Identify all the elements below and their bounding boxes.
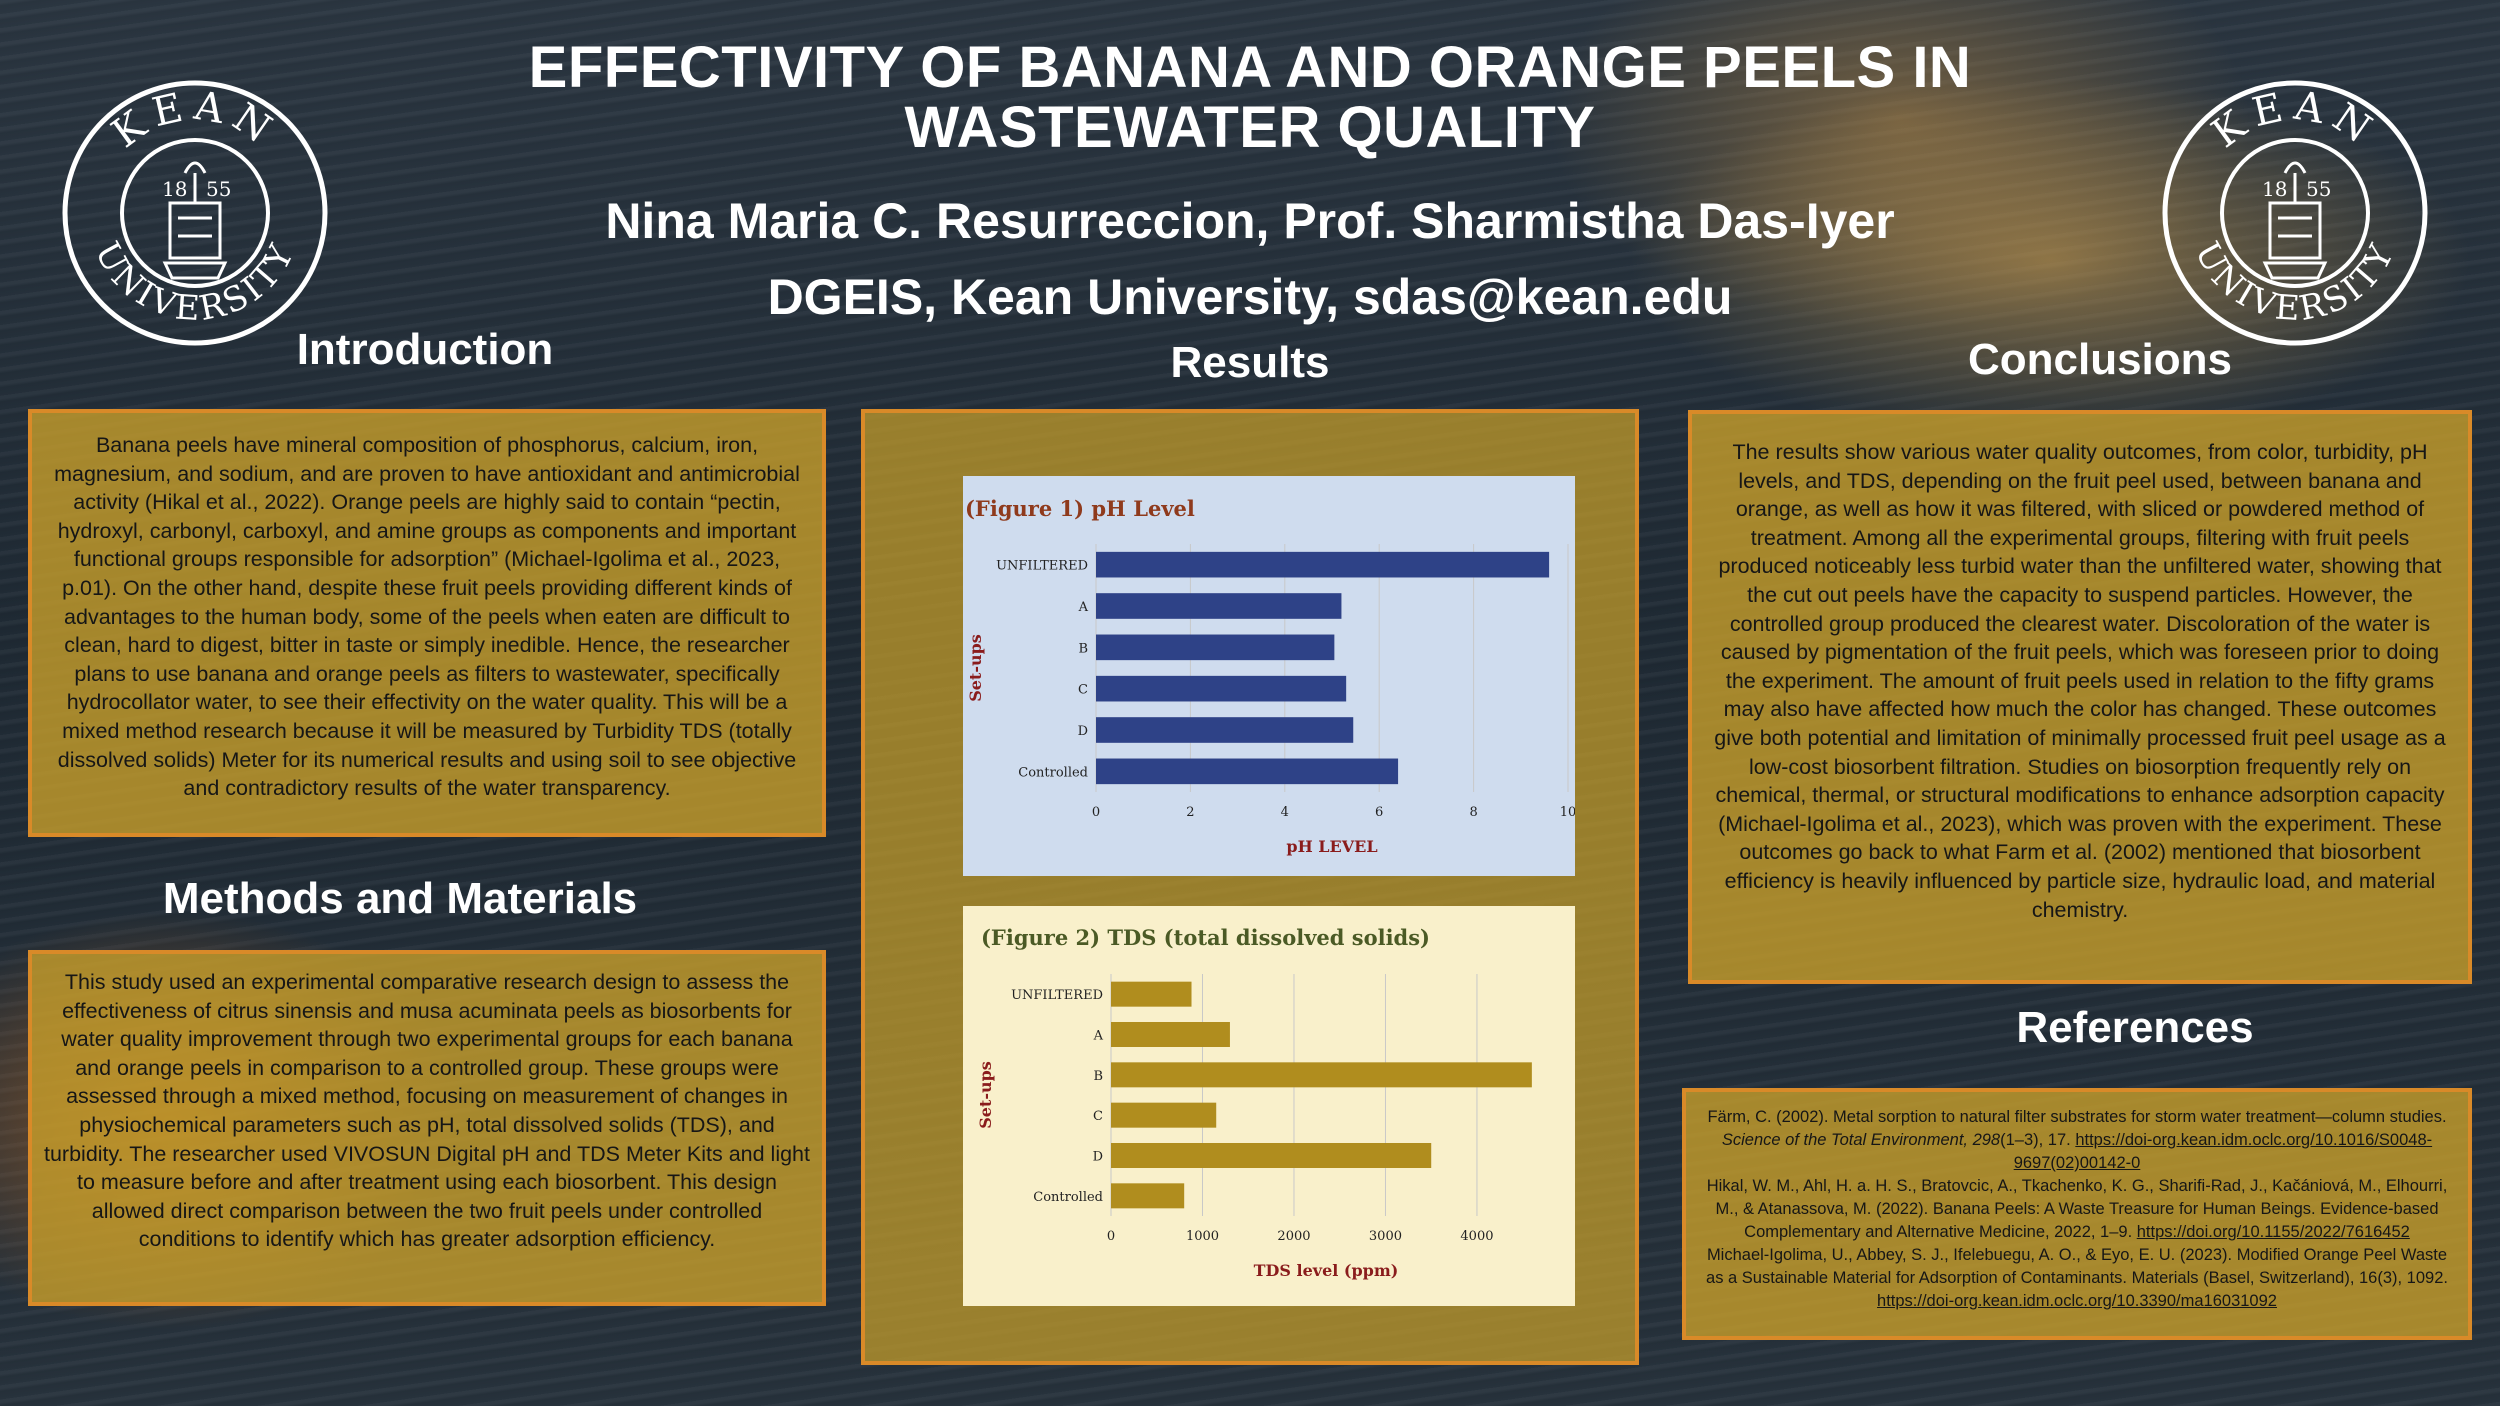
methods-body: This study used an experimental comparat… (44, 970, 810, 1252)
kean-university-logo-left: KEAN UNIVERSITY 18 55 (62, 80, 328, 346)
x-tick-label: 8 (1469, 805, 1477, 820)
logo-name-bottom: UNIVERSITY (2186, 235, 2400, 329)
x-tick-label: 2000 (1277, 1229, 1310, 1244)
x-tick-label: 0 (1092, 805, 1100, 820)
x-axis-title: pH LEVEL (1286, 837, 1377, 856)
category-label: C (1078, 683, 1088, 698)
y-axis-title: Set-ups (976, 1061, 995, 1129)
svg-text:UNIVERSITY: UNIVERSITY (2186, 235, 2403, 329)
bar-controlled (1096, 758, 1399, 785)
reference-2: Hikal, W. M., Ahl, H. a. H. S., Bratovci… (1706, 1177, 2448, 1241)
references-panel: Färm, C. (2002). Metal sorption to natur… (1682, 1088, 2472, 1340)
bar-unfiltered (1096, 551, 1550, 578)
poster-title: EFFECTIVITY OF BANANA AND ORANGE PEELS I… (300, 38, 2200, 158)
bar-unfiltered (1111, 981, 1192, 1007)
references-heading: References (2016, 1003, 2254, 1052)
logo-year-right: 55 (206, 177, 231, 201)
category-label: B (1093, 1069, 1103, 1084)
reference-3-link[interactable]: https://doi-org.kean.idm.oclc.org/10.339… (1877, 1292, 2277, 1310)
svg-text:KEAN: KEAN (2204, 83, 2386, 158)
chart-title: (Figure 2) TDS (total dissolved solids) (981, 925, 1430, 950)
x-tick-label: 1000 (1186, 1229, 1219, 1244)
torch-icon (162, 161, 228, 280)
logo-name-top: KEAN (104, 83, 278, 158)
conclusions-panel: The results show various water quality o… (1688, 410, 2472, 984)
bar-a (1096, 593, 1342, 619)
x-tick-label: 2 (1186, 805, 1194, 820)
bar-b (1096, 634, 1335, 661)
category-label: UNFILTERED (996, 559, 1088, 574)
title-line-1: EFFECTIVITY OF BANANA AND ORANGE PEELS I… (528, 35, 1972, 100)
bar-controlled (1111, 1183, 1185, 1209)
y-axis-title: Set-ups (966, 634, 985, 702)
chart-background (963, 906, 1575, 1306)
bar-c (1111, 1102, 1217, 1128)
introduction-heading: Introduction (296, 325, 554, 374)
category-label: D (1078, 724, 1088, 739)
bar-b (1111, 1062, 1532, 1088)
logo-year-left: 18 (162, 177, 187, 201)
category-label: UNFILTERED (1011, 988, 1103, 1003)
methods-panel: This study used an experimental comparat… (28, 950, 826, 1306)
x-tick-label: 4 (1281, 805, 1289, 820)
conclusions-body: The results show various water quality o… (1714, 440, 2446, 922)
svg-text:UNIVERSITY: UNIVERSITY (86, 235, 303, 329)
bar-d (1111, 1142, 1432, 1169)
category-label: A (1078, 600, 1089, 615)
kean-university-logo-right: KEAN UNIVERSITY 18 55 (2162, 80, 2428, 346)
tds-chart-svg: (Figure 2) TDS (total dissolved solids) 0… (963, 906, 1575, 1306)
x-tick-label: 6 (1375, 805, 1383, 820)
logo-name-bottom: UNIVERSITY (86, 235, 300, 329)
ph-chart-svg: (Figure 1) pH Level 0 2 4 6 8 10 UNFILTERED A B C D… (963, 476, 1575, 876)
x-tick-label: 0 (1107, 1229, 1115, 1244)
category-label: C (1093, 1109, 1103, 1124)
category-label: Controlled (1018, 765, 1088, 780)
results-heading: Results (1170, 338, 1330, 387)
x-tick-label: 4000 (1460, 1229, 1493, 1244)
torch-icon (2262, 161, 2328, 280)
category-label: D (1093, 1150, 1103, 1165)
bar-a (1111, 1021, 1230, 1048)
methods-heading: Methods and Materials (162, 874, 638, 923)
reference-3: Michael-Igolima, U., Abbey, S. J., Ifele… (1706, 1246, 2448, 1310)
bar-c (1096, 675, 1347, 702)
chart-title: (Figure 1) pH Level (965, 496, 1195, 521)
conclusions-heading: Conclusions (1967, 335, 2233, 384)
x-axis-title: TDS level (ppm) (1254, 1261, 1399, 1280)
logo-year-left: 18 (2262, 177, 2287, 201)
category-label: B (1078, 641, 1088, 656)
title-line-2: WASTEWATER QUALITY (904, 95, 1596, 160)
logo-year-right: 55 (2306, 177, 2331, 201)
ph-chart: (Figure 1) pH Level 0 2 4 6 8 10 UNFILTERED A B C D… (963, 476, 1575, 876)
authors: Nina Maria C. Resurreccion, Prof. Sharmi… (605, 193, 1895, 249)
reference-1-link[interactable]: https://doi-org.kean.idm.oclc.org/10.101… (2013, 1131, 2433, 1172)
category-label: Controlled (1033, 1190, 1103, 1205)
introduction-panel: Banana peels have mineral composition of… (28, 409, 826, 837)
affiliation: DGEIS, Kean University, sdas@kean.edu (767, 269, 1733, 325)
tds-chart: (Figure 2) TDS (total dissolved solids) 0… (963, 906, 1575, 1306)
reference-1: Färm, C. (2002). Metal sorption to natur… (1707, 1108, 2447, 1172)
reference-2-link[interactable]: https://doi.org/10.1155/2022/7616452 (2136, 1223, 2410, 1241)
introduction-body: Banana peels have mineral composition of… (54, 433, 800, 801)
x-tick-label: 10 (1560, 805, 1575, 820)
logo-name-top: KEAN (2204, 83, 2378, 158)
x-tick-label: 3000 (1369, 1229, 1402, 1244)
category-label: A (1093, 1029, 1104, 1044)
bar-d (1096, 717, 1354, 743)
svg-text:KEAN: KEAN (104, 83, 286, 158)
